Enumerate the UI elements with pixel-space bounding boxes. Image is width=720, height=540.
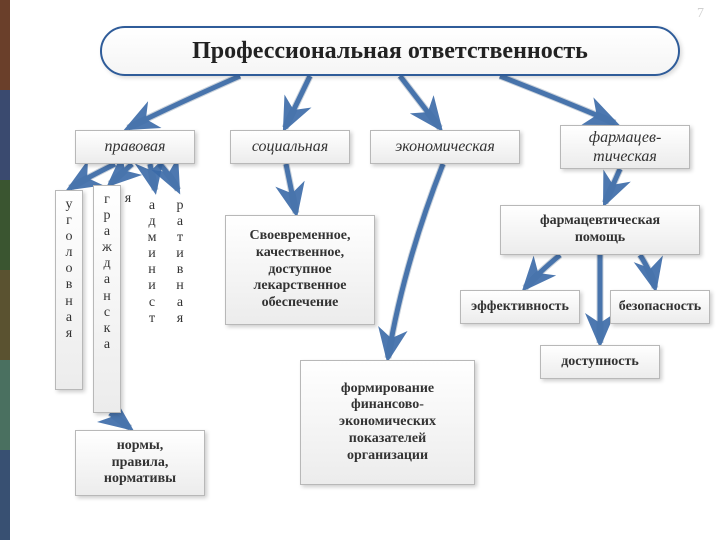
category-legal: правовая <box>75 130 195 164</box>
social-content-box: Своевременное,качественное,доступноелека… <box>225 215 375 325</box>
vertical-word-2-prefix: я <box>120 185 136 203</box>
vertical-word-3: админист <box>140 192 164 372</box>
diagram-title: Профессиональная ответственность <box>100 26 680 76</box>
safety-box: безопасность <box>610 290 710 324</box>
vertical-word-4: ративная <box>168 192 192 372</box>
category-social: социальная <box>230 130 350 164</box>
left-color-strip <box>0 0 10 540</box>
effectiveness-box: эффективность <box>460 290 580 324</box>
vertical-word-2: гражданска <box>93 185 121 413</box>
pharm-help-box: фармацевтическаяпомощь <box>500 205 700 255</box>
category-economic: экономическая <box>370 130 520 164</box>
norms-box: нормы,правила,нормативы <box>75 430 205 496</box>
page-number: 7 <box>697 6 704 22</box>
economic-content-box: формированиефинансово-экономическихпоказ… <box>300 360 475 485</box>
category-pharm: фармацев-тическая <box>560 125 690 169</box>
vertical-word-1: уголовная <box>55 190 83 390</box>
accessibility-box: доступность <box>540 345 660 379</box>
